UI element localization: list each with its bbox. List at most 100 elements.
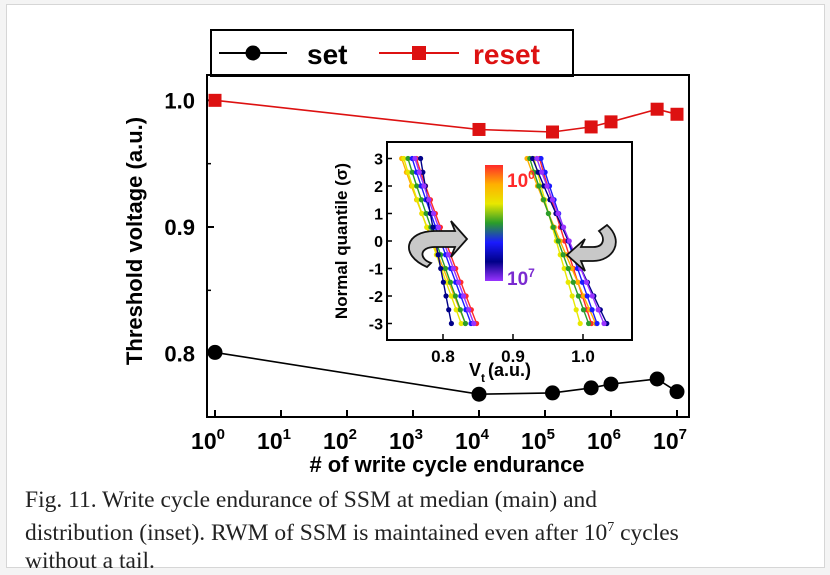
caption-line-2-text: distribution (inset). RWM of SSM is main… [25, 519, 608, 546]
legend-set-label: set [307, 39, 347, 70]
inset-set-branch-point [418, 197, 424, 203]
inset-reset-branch-point [536, 183, 542, 189]
colorbar-bottom-exponent: 7 [528, 266, 535, 280]
inset-reset-branch-point [561, 265, 567, 272]
x-tick-base: 10 [257, 428, 283, 454]
inset-set-branch-point [430, 224, 436, 230]
x-tick-base: 10 [389, 428, 415, 454]
inset-set-branch-point [409, 169, 415, 175]
inset-set-branch-point [440, 279, 446, 285]
caption-line-3: without a tail. [25, 547, 155, 574]
x-tick-label: 105 [521, 426, 555, 454]
inset-x-label-unit: (a.u.) [488, 360, 531, 380]
legend-reset-label: reset [473, 39, 540, 70]
inset-reset-branch-point [579, 279, 586, 285]
point-reset [670, 107, 684, 121]
legend: set reset [210, 29, 574, 77]
x-tick-exponent: 5 [547, 426, 555, 443]
inset-reset-branch-point [540, 197, 547, 203]
inset-y-tick-label: 1 [374, 207, 383, 224]
x-tick-label: 103 [389, 426, 423, 454]
caption-line-2: distribution (inset). RWM of SSM is main… [25, 514, 815, 547]
inset-y-tick-label: -3 [369, 317, 383, 334]
x-tick-exponent: 6 [613, 426, 621, 443]
caption-line-2-sup: 7 [607, 520, 615, 535]
x-tick-label: 101 [257, 426, 291, 454]
inset-set-branch-point [457, 307, 463, 313]
point-set [649, 371, 665, 387]
inset-set-branch-point [458, 320, 464, 327]
point-reset [584, 120, 598, 134]
inset-reset-branch-point [565, 279, 571, 285]
x-tick-base: 10 [653, 428, 679, 454]
x-tick-exponent: 0 [217, 426, 225, 443]
point-set [603, 376, 619, 392]
inset-set-branch-point [438, 265, 444, 272]
inset-set-branch-point [447, 279, 454, 285]
inset-reset-branch-point [580, 307, 587, 313]
inset-reset-branch-point [566, 238, 572, 244]
inset-reset-branch-point [555, 210, 561, 217]
inset-reset-branch-point [586, 320, 592, 327]
inset-set-branch-point [409, 183, 416, 189]
inset-reset-branch-point [534, 155, 540, 162]
inset-y-tick-label: -1 [369, 262, 383, 279]
endurance-chart: set reset 100 101 102 103 104 105 106 1070.80.9… [122, 29, 690, 477]
point-set [471, 386, 487, 402]
point-reset [650, 102, 664, 116]
x-tick-label: 102 [323, 426, 357, 454]
inset-x-label-main: V [469, 360, 481, 380]
inset-set-branch-point [423, 210, 429, 217]
x-tick-label: 107 [653, 426, 687, 454]
inset-set-branch-point [448, 320, 454, 327]
point-set [583, 380, 599, 396]
inset-x-tick-label: 1.0 [571, 347, 595, 366]
inset-reset-branch-point [544, 183, 550, 189]
inset-reset-branch-point [569, 293, 575, 299]
inset-set-branch-point [471, 320, 477, 327]
inset-set-branch-point [430, 210, 437, 217]
y-tick-label: 1.0 [164, 88, 195, 113]
figure-frame: set reset 100 101 102 103 104 105 106 107 0.8 0.9… [6, 4, 825, 574]
x-tick-base: 10 [323, 428, 349, 454]
inset-y-tick-label: 3 [374, 152, 383, 169]
inset-reset-branch-point [549, 197, 556, 203]
inset-set-branch-point [448, 293, 454, 299]
colorbar: 100 107 [485, 165, 535, 290]
inset-set-branch-point [405, 155, 411, 162]
colorbar-top-label: 100 [507, 168, 535, 192]
point-reset [604, 115, 618, 129]
inset-set-branch-point [401, 155, 407, 162]
inset-set-branch-point [435, 252, 441, 258]
inset-y-tick-label: -2 [369, 289, 383, 306]
colorbar-bottom-label: 107 [507, 266, 535, 290]
inset-reset-branch-point [589, 307, 595, 313]
point-reset [546, 125, 560, 139]
inset-reset-branch-point [538, 155, 544, 162]
x-axis-label: # of write cycle endurance [309, 452, 584, 477]
caption-line-1: Fig. 11. Write cycle endurance of SSM at… [25, 487, 598, 513]
x-tick-exponent: 7 [679, 426, 687, 443]
x-tick-label: 100 [191, 426, 225, 454]
inset-set-branch-point [419, 210, 425, 217]
inset-reset-branch-point [589, 293, 595, 299]
inset-reset-branch-point [530, 155, 536, 162]
inset-set-branch-point [414, 197, 420, 203]
inset-set-branch-point [466, 307, 472, 313]
x-tick-exponent: 1 [283, 426, 291, 443]
inset-x-tick-label: 0.9 [501, 347, 525, 366]
x-tick-label: 106 [587, 426, 621, 454]
inset-reset-branch-point [583, 279, 590, 285]
inset-set-branch-point [460, 293, 467, 299]
x-tick-exponent: 4 [481, 426, 490, 443]
inset-set-branch-point [426, 197, 432, 203]
inset-reset-branch-point [594, 320, 600, 327]
inset-reset-branch-point [570, 279, 576, 285]
inset-reset-branch-point [561, 224, 567, 230]
legend-set-marker [245, 45, 261, 61]
x-tick-label: 104 [455, 426, 490, 454]
inset-set-branch-point [455, 279, 462, 285]
x-tick-base: 10 [455, 428, 481, 454]
